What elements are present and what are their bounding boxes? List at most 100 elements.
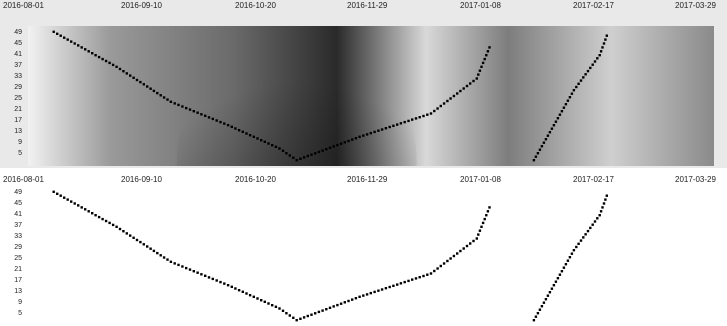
- ridge-point-r3: [575, 85, 578, 89]
- ridge-point-r1: [166, 98, 169, 101]
- x-tick-label: 2017-02-17: [573, 175, 614, 184]
- ridge-point-r1: [87, 50, 90, 53]
- ridge-point-r1: [129, 234, 132, 237]
- ridge-point-r1: [142, 83, 145, 86]
- ridge-point-r2: [325, 308, 328, 311]
- y-tick-label: 45: [14, 200, 22, 207]
- ridge-point-r2: [481, 61, 485, 65]
- ridge-point-r1: [59, 194, 62, 197]
- ridge-point-r2: [392, 284, 395, 287]
- ridge-point-r2: [351, 138, 354, 141]
- ridge-point-r2: [465, 244, 469, 248]
- ridge-point-r1: [292, 316, 295, 319]
- ridge-point-r2: [481, 221, 485, 225]
- y-tick-label: 21: [14, 106, 22, 113]
- ridge-point-r2: [336, 143, 339, 147]
- ridge-point-r1: [234, 127, 237, 130]
- ridge-point-r1: [215, 119, 218, 122]
- ridge-point-r2: [418, 116, 421, 119]
- ridge-point-r2: [343, 141, 346, 144]
- ridge-point-r2: [483, 57, 486, 61]
- ridge-point-r2: [354, 137, 358, 140]
- ridge-point-r2: [442, 262, 446, 265]
- ridge-point-r3: [544, 138, 548, 141]
- top-scalogram-panel: 2016-08-01 2016-09-10 2016-10-20 2016-11…: [0, 0, 727, 168]
- ridge-point-r1: [149, 87, 152, 90]
- y-tick-label: 17: [14, 117, 22, 124]
- ridge-point-r2: [317, 150, 321, 154]
- ridge-point-r3: [564, 263, 568, 266]
- bottom-ridge-panel: 2016-08-01 2016-09-10 2016-10-20 2016-11…: [0, 170, 727, 326]
- ridge-point-r2: [446, 99, 449, 103]
- ridge-point-r1: [285, 312, 288, 315]
- ridge-point-r2: [328, 146, 332, 149]
- ridge-point-r2: [446, 259, 449, 263]
- ridge-point-r1: [223, 282, 226, 285]
- ridge-point-r1: [129, 74, 132, 77]
- ridge-point-r3: [596, 57, 599, 60]
- ridge-point-r1: [263, 140, 266, 143]
- bottom-heatmap-plot: [28, 186, 714, 326]
- ridge-point-r2: [396, 123, 399, 126]
- ridge-point-r1: [87, 210, 90, 213]
- ridge-point-r2: [321, 309, 324, 312]
- ridge-point-r2: [380, 128, 384, 131]
- ridge-point-r2: [362, 294, 365, 297]
- ridge-point-r1: [139, 240, 142, 244]
- ridge-point-r2: [306, 314, 309, 318]
- ridge-point-r1: [226, 284, 230, 287]
- ridge-point-r1: [70, 200, 73, 203]
- ridge-point-r2: [347, 139, 350, 143]
- ridge-point-r1: [111, 63, 115, 67]
- ridge-point-r2: [377, 129, 380, 132]
- ridge-point-r3: [605, 194, 608, 197]
- ridge-point-r1: [274, 305, 278, 308]
- ridge-point-r2: [321, 149, 324, 152]
- ridge-point-r2: [380, 288, 384, 291]
- ridge-point-r3: [562, 106, 566, 109]
- ridge-point-r1: [226, 124, 230, 127]
- y-tick-label: 41: [14, 51, 22, 58]
- ridge-point-r1: [241, 290, 244, 293]
- ridge-point-r3: [548, 291, 552, 294]
- ridge-point-r1: [192, 110, 195, 113]
- ridge-point-r2: [483, 217, 486, 221]
- ridge-point-r3: [566, 259, 570, 262]
- ridge-point-r2: [478, 69, 482, 72]
- ridge-point-r1: [252, 295, 255, 298]
- ridge-point-r1: [97, 55, 101, 59]
- ridge-point-r2: [429, 112, 433, 115]
- ridge-point-r3: [544, 298, 548, 301]
- ridge-point-r2: [436, 267, 439, 270]
- ridge-point-r1: [288, 314, 291, 317]
- ridge-point-r2: [439, 264, 442, 268]
- ridge-point-r2: [399, 282, 403, 285]
- ridge-point-r3: [562, 266, 566, 269]
- ridge-point-r1: [149, 247, 152, 250]
- ridge-point-r1: [152, 249, 156, 253]
- ridge-point-r3: [572, 249, 576, 252]
- x-tick-label: 2016-11-29: [347, 1, 388, 10]
- ridge-point-r1: [292, 156, 295, 159]
- ridge-point-r2: [418, 276, 421, 279]
- ridge-point-r1: [56, 32, 59, 35]
- ridge-point-r1: [101, 217, 104, 221]
- ridge-point-r2: [314, 152, 317, 155]
- ridge-point-r1: [256, 137, 259, 140]
- ridge-point-r3: [548, 131, 552, 134]
- ridge-point-r1: [207, 276, 211, 279]
- ridge-point-r3: [579, 79, 583, 82]
- ridge-point-r3: [564, 103, 568, 106]
- ridge-point-r3: [604, 198, 607, 201]
- ridge-point-r2: [472, 239, 475, 243]
- ridge-point-r1: [215, 279, 218, 282]
- ridge-point-r2: [426, 113, 429, 116]
- ridge-point-r1: [108, 61, 111, 65]
- ridge-point-r1: [234, 287, 237, 290]
- ridge-point-r1: [135, 238, 139, 242]
- ridge-point-r3: [598, 214, 601, 217]
- ridge-point-r3: [550, 127, 554, 130]
- ridge-point-r1: [115, 65, 118, 68]
- ridge-point-r2: [485, 54, 488, 57]
- ridge-point-r2: [422, 114, 425, 118]
